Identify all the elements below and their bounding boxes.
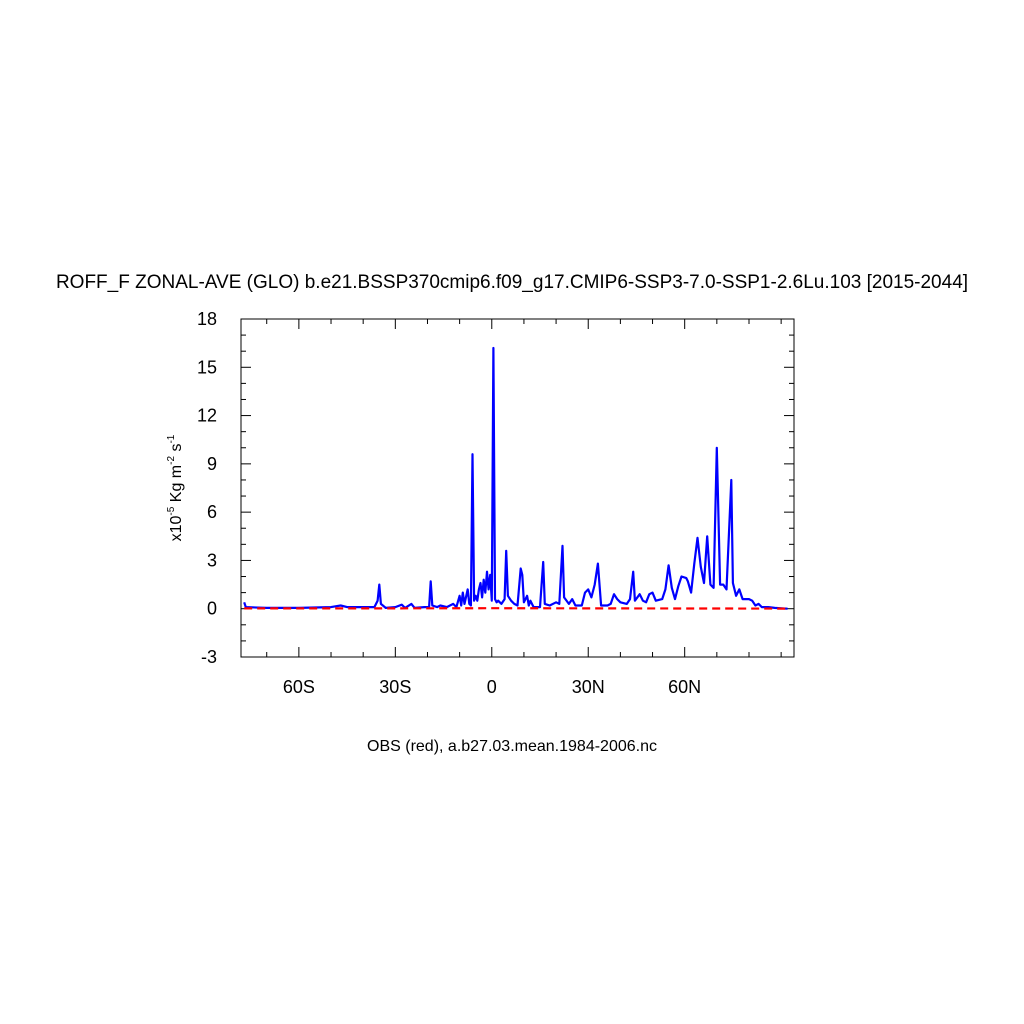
plot-series	[243, 346, 788, 610]
x-tick-label: 60S	[283, 677, 315, 697]
y-tick-label: 3	[207, 550, 217, 570]
y-tick-label: 6	[207, 502, 217, 522]
y-tick-label: 0	[207, 599, 217, 619]
y-tick-label: 15	[197, 357, 217, 377]
x-tick-labels: 60S 30S 0 30N 60N	[283, 677, 701, 697]
chart-footer: OBS (red), a.b27.03.mean.1984-2006.nc	[367, 738, 657, 755]
y-tick-label: 18	[197, 309, 217, 329]
y-axis-label: x10-5 Kg m-2 s-1	[166, 434, 185, 541]
y-tick-labels: -3 0 3 6 9 12 15 18	[197, 309, 217, 667]
tick-marks	[241, 318, 794, 658]
y-tick-label: 9	[207, 454, 217, 474]
y-tick-label: 12	[197, 406, 217, 426]
model-series-line	[243, 346, 788, 610]
x-tick-label: 30N	[572, 677, 605, 697]
y-tick-label: -3	[201, 647, 217, 667]
x-tick-label: 60N	[668, 677, 701, 697]
x-tick-label: 30S	[379, 677, 411, 697]
chart-title: ROFF_F ZONAL-AVE (GLO) b.e21.BSSP370cmip…	[55, 272, 969, 293]
plot-frame	[240, 318, 795, 658]
x-tick-label: 0	[487, 677, 497, 697]
